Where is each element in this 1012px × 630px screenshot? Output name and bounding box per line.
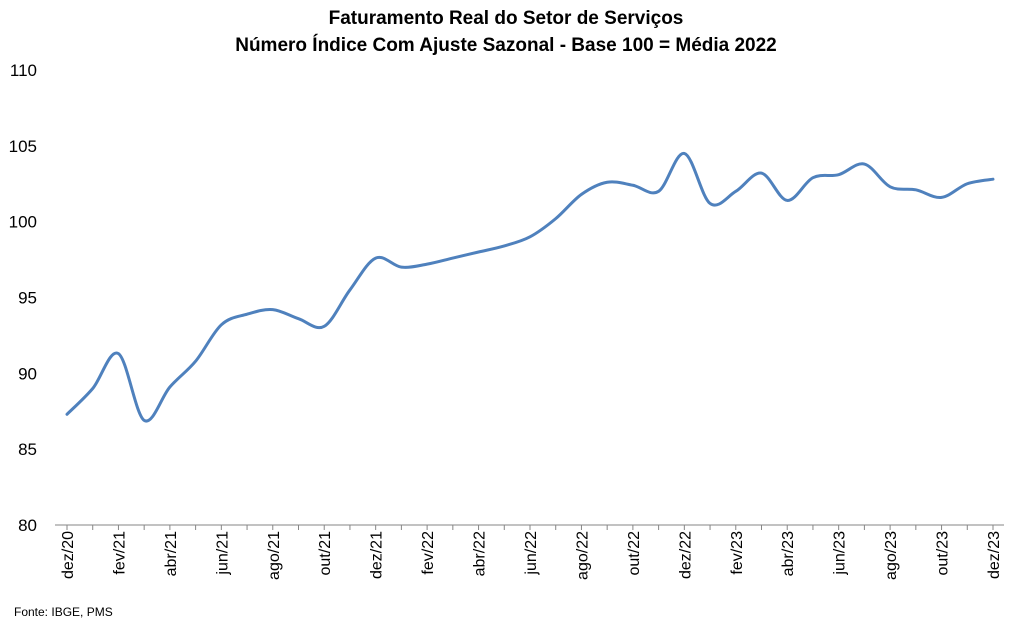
data-point xyxy=(966,182,969,185)
x-tick-label: jun/23 xyxy=(832,531,849,576)
data-point xyxy=(451,257,454,260)
x-tick-label: out/22 xyxy=(626,531,643,576)
data-point xyxy=(889,185,892,188)
y-tick-label: 110 xyxy=(10,61,37,80)
y-axis-ticks: 80 85 90 95 100 105 110 xyxy=(9,61,37,535)
data-point xyxy=(811,176,814,179)
x-tick-label: jun/22 xyxy=(523,531,540,576)
data-point xyxy=(554,217,557,220)
x-tick-label: dez/20 xyxy=(60,531,77,579)
data-point xyxy=(580,193,583,196)
x-tick-label: fev/22 xyxy=(420,531,437,575)
data-point xyxy=(168,385,171,388)
data-point xyxy=(66,413,69,416)
x-tick-label: ago/21 xyxy=(266,531,283,580)
x-tick-label: ago/23 xyxy=(883,531,900,580)
y-tick-label: 95 xyxy=(18,289,37,308)
chart-subtitle: Número Índice Com Ajuste Sazonal - Base … xyxy=(235,35,777,56)
x-tick-label: abr/21 xyxy=(163,531,180,576)
y-tick-label: 105 xyxy=(9,137,37,156)
data-point xyxy=(91,387,94,390)
x-axis-ticks: dez/20 fev/21 abr/21 jun/21 ago/21 out/21 dez/… xyxy=(60,525,1003,580)
y-tick-label: 90 xyxy=(18,364,37,383)
data-point xyxy=(323,325,326,328)
data-point xyxy=(734,190,737,193)
chart-title: Faturamento Real do Setor de Serviços xyxy=(328,8,684,29)
data-point xyxy=(271,308,274,311)
data-point xyxy=(529,235,532,238)
x-tick-label: fev/21 xyxy=(111,531,128,575)
data-point xyxy=(786,199,789,202)
x-tick-label: ago/22 xyxy=(574,531,591,580)
x-tick-label: dez/22 xyxy=(677,531,694,579)
x-tick-label: dez/21 xyxy=(369,531,386,579)
data-point xyxy=(914,188,917,191)
data-point xyxy=(426,263,429,266)
y-tick-label: 100 xyxy=(9,213,37,232)
data-point xyxy=(297,317,300,320)
data-point xyxy=(143,419,146,422)
data-point xyxy=(992,178,995,181)
data-point xyxy=(683,152,686,155)
y-tick-label: 85 xyxy=(18,440,37,459)
y-tick-label: 80 xyxy=(18,516,37,535)
data-point xyxy=(220,323,223,326)
data-point xyxy=(246,313,249,316)
data-point xyxy=(837,173,840,176)
data-point xyxy=(117,352,120,355)
x-tick-label: fev/23 xyxy=(729,531,746,575)
data-point xyxy=(631,184,634,187)
data-point xyxy=(863,163,866,166)
data-point xyxy=(477,251,480,254)
x-tick-label: out/23 xyxy=(935,531,952,576)
data-point xyxy=(348,288,351,291)
x-tick-label: dez/23 xyxy=(986,531,1003,579)
series-line xyxy=(65,151,995,423)
data-point xyxy=(374,257,377,260)
x-tick-label: jun/21 xyxy=(214,531,231,576)
data-point xyxy=(709,202,712,205)
series-layer xyxy=(65,151,995,423)
data-point xyxy=(760,172,763,175)
x-tick-label: abr/22 xyxy=(472,531,489,576)
data-point xyxy=(940,196,943,199)
source-note: Fonte: IBGE, PMS xyxy=(14,605,113,619)
x-tick-label: abr/23 xyxy=(780,531,797,576)
data-point xyxy=(194,360,197,363)
x-tick-label: out/21 xyxy=(317,531,334,576)
data-point xyxy=(606,181,609,184)
data-point xyxy=(503,244,506,247)
data-point xyxy=(400,266,403,269)
data-point xyxy=(657,190,660,193)
